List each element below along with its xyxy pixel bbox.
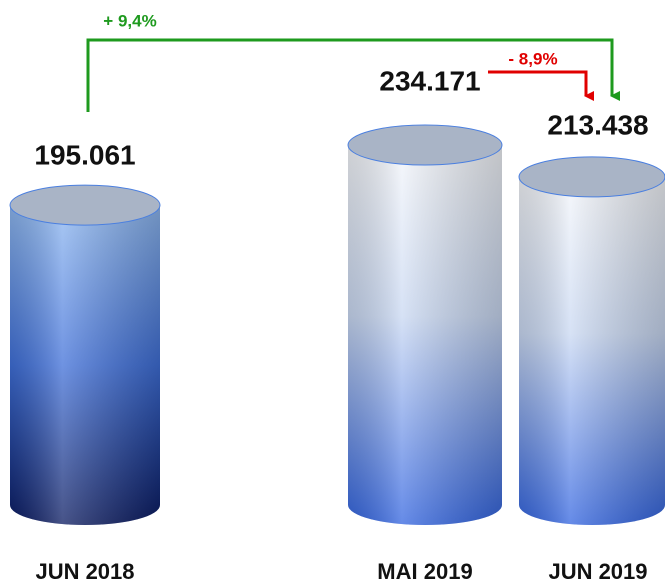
x-tick-label: JUN 2018 bbox=[35, 559, 134, 584]
change-arrow bbox=[488, 70, 594, 101]
value-label: 234.171 bbox=[379, 65, 480, 96]
cylinder-shade bbox=[348, 145, 502, 525]
cylinder-shade bbox=[519, 176, 665, 525]
cylinder-shade bbox=[10, 205, 160, 525]
cylinder-top bbox=[347, 124, 503, 166]
x-tick-label: JUN 2019 bbox=[548, 559, 647, 584]
change-label: + 9,4% bbox=[103, 11, 156, 30]
cylinder-top bbox=[9, 184, 161, 226]
value-label: 195.061 bbox=[34, 139, 135, 170]
value-label: 213.438 bbox=[547, 109, 648, 140]
cylinder-top bbox=[518, 156, 665, 198]
change-label: - 8,9% bbox=[508, 49, 557, 68]
x-tick-label: MAI 2019 bbox=[377, 559, 472, 584]
change-arrow bbox=[86, 38, 620, 112]
